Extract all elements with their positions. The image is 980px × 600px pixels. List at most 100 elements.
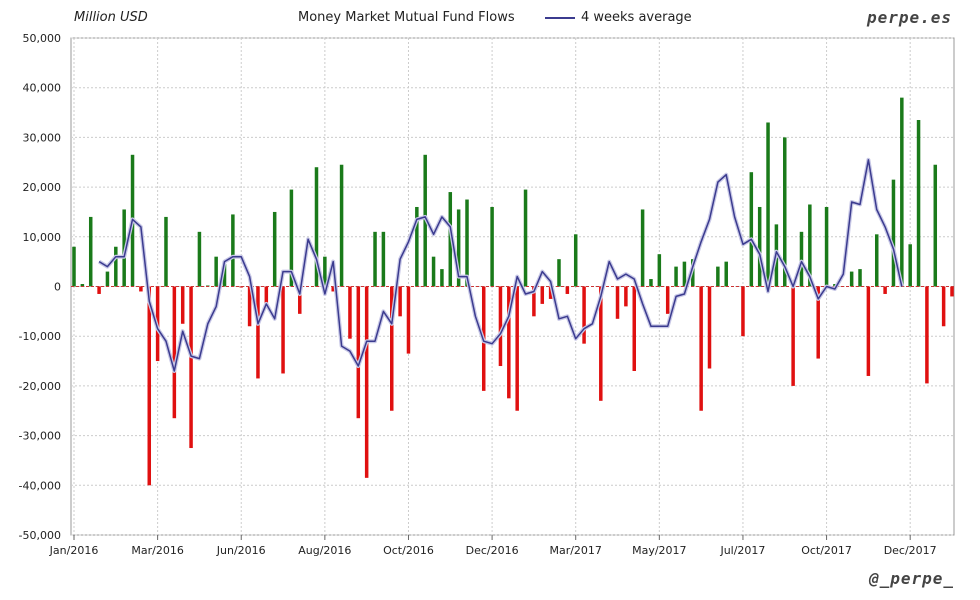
author-handle: @_perpe_ xyxy=(868,569,954,588)
flow-bar xyxy=(139,286,143,292)
flow-bar xyxy=(724,261,728,287)
flow-bar xyxy=(716,266,720,287)
flow-bar xyxy=(281,286,285,374)
flow-bar xyxy=(766,122,770,287)
flow-bar xyxy=(364,286,369,478)
flow-bar xyxy=(816,286,820,359)
flow-bar xyxy=(323,256,327,287)
flow-bar xyxy=(339,164,344,287)
flow-bar xyxy=(557,259,561,287)
flow-bar xyxy=(231,214,235,287)
flow-bar xyxy=(532,286,536,317)
flow-bar xyxy=(97,286,101,294)
flow-bar xyxy=(256,286,260,379)
legend: 4 weeks average xyxy=(545,10,692,25)
x-tick-label: Aug/2016 xyxy=(298,544,351,557)
flow-bar xyxy=(431,256,436,287)
flow-bar xyxy=(147,286,152,486)
y-tick-label: -40,000 xyxy=(19,479,61,492)
flow-bar xyxy=(398,286,402,317)
flow-bar xyxy=(632,286,636,371)
flow-bar xyxy=(757,206,762,287)
flow-bar xyxy=(247,286,252,327)
x-tick-label: Jul/2017 xyxy=(719,544,765,557)
flow-bar xyxy=(665,286,670,314)
flow-bar xyxy=(682,261,687,287)
flow-bar xyxy=(164,216,168,287)
flow-bar xyxy=(272,211,277,287)
flow-bar xyxy=(80,284,85,287)
flow-bar xyxy=(114,246,118,287)
y-tick-label: 20,000 xyxy=(23,181,62,194)
flow-bar xyxy=(900,97,904,287)
flow-bar xyxy=(657,254,662,287)
flow-bar xyxy=(874,234,879,287)
legend-line-swatch xyxy=(545,16,575,19)
flow-bar xyxy=(891,179,896,287)
flow-bar xyxy=(415,206,419,287)
x-tick-label: Oct/2017 xyxy=(801,544,852,557)
flow-bar xyxy=(222,264,227,287)
flow-bar xyxy=(791,286,795,386)
y-tick-label: 0 xyxy=(54,281,61,294)
flow-bar xyxy=(373,231,377,287)
y-tick-label: -20,000 xyxy=(19,380,61,393)
flow-bar xyxy=(456,209,461,287)
flow-bar xyxy=(582,286,586,344)
y-tick-label: 10,000 xyxy=(23,231,62,244)
flow-bar xyxy=(707,286,712,369)
flow-bar xyxy=(498,286,503,367)
x-tick-label: Jun/2016 xyxy=(216,544,266,557)
flow-bar xyxy=(406,286,411,354)
flow-bar xyxy=(565,286,570,294)
flow-bar xyxy=(858,269,862,287)
flow-bar xyxy=(741,286,745,337)
flow-bar xyxy=(172,286,177,419)
flow-bar xyxy=(599,286,603,401)
chart-title: Money Market Mutual Fund Flows xyxy=(298,10,515,25)
flow-bar xyxy=(289,189,294,287)
flow-bar xyxy=(356,286,361,419)
flow-bar xyxy=(348,286,352,339)
flow-bar xyxy=(264,286,269,307)
flow-bar xyxy=(214,256,218,287)
flow-bar xyxy=(440,269,444,287)
flow-bar xyxy=(916,120,921,287)
flow-bar xyxy=(548,286,553,299)
flow-bar xyxy=(507,286,511,399)
flow-bar xyxy=(941,286,946,327)
flow-bar xyxy=(105,271,110,287)
flow-bar xyxy=(448,192,453,287)
y-tick-label: -10,000 xyxy=(19,330,61,343)
flow-bar xyxy=(298,286,302,314)
flow-bar xyxy=(197,231,202,287)
flow-bar xyxy=(72,246,76,287)
legend-label: 4 weeks average xyxy=(581,10,692,25)
flow-bar xyxy=(180,286,185,324)
flow-bar xyxy=(824,206,829,287)
flow-bar xyxy=(808,204,812,287)
flow-bar xyxy=(624,286,628,307)
flow-bar xyxy=(933,164,938,287)
flow-bar xyxy=(649,279,653,287)
flow-bar xyxy=(749,172,754,287)
flow-bar xyxy=(699,286,703,411)
flow-bar xyxy=(640,209,645,287)
y-tick-label: 30,000 xyxy=(23,131,62,144)
y-tick-label: 50,000 xyxy=(23,32,62,45)
flow-bar xyxy=(866,286,871,376)
flow-bar xyxy=(465,199,469,287)
x-tick-label: Dec/2017 xyxy=(884,544,937,557)
y-tick-label: -30,000 xyxy=(19,430,61,443)
x-tick-label: May/2017 xyxy=(632,544,686,557)
x-tick-label: Dec/2016 xyxy=(466,544,519,557)
y-tick-label: -50,000 xyxy=(19,529,61,542)
flow-bar xyxy=(950,286,954,297)
flow-bar xyxy=(540,286,545,304)
x-tick-label: Mar/2016 xyxy=(131,544,183,557)
flow-bar xyxy=(908,244,912,287)
flow-bar xyxy=(381,231,386,287)
average-line xyxy=(98,159,903,372)
flow-bar xyxy=(799,231,804,287)
